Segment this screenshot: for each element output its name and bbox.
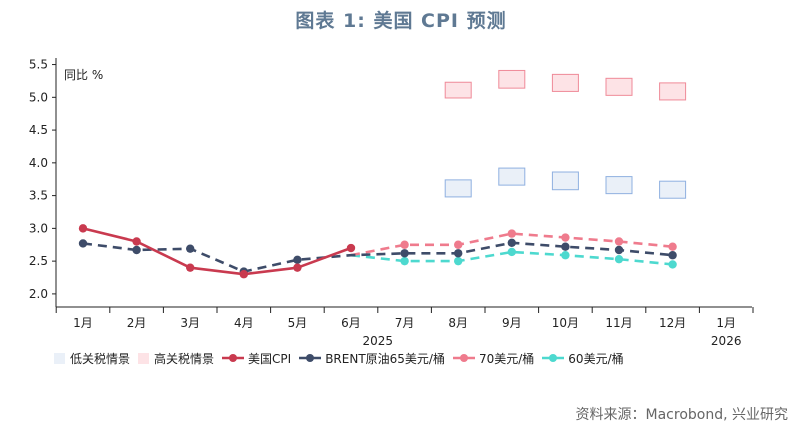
legend-swatch-brent65 (299, 352, 322, 364)
data-point-cpi (186, 263, 195, 272)
data-point-brent65 (507, 238, 516, 247)
legend-label-high-tariff: 高关税情景 (154, 351, 215, 366)
x-tick-label: 12月 (659, 316, 686, 330)
data-point-cpi (239, 270, 248, 279)
x-tick-label: 2月 (127, 316, 147, 330)
legend-item-brent65: BRENT原油65美元/桶 (299, 350, 445, 367)
range-box-high (605, 77, 633, 96)
range-box-low (659, 180, 687, 199)
series-line-cpi (82, 227, 352, 276)
legend-swatch-cpi (222, 352, 245, 364)
legend-label-oil60: 60美元/桶 (568, 351, 624, 366)
range-box-low (551, 171, 579, 191)
legend-item-oil60: 60美元/桶 (542, 350, 624, 367)
y-tick-label: 5.5 (29, 58, 48, 72)
data-point-oil70 (668, 242, 677, 251)
legend-swatch-oil70 (452, 352, 475, 364)
data-point-brent65 (78, 239, 88, 248)
y-tick-label: 5.0 (29, 90, 48, 104)
legend-item-low-tariff: 低关税情景 (54, 350, 130, 367)
data-point-brent65 (400, 249, 409, 258)
data-point-oil70 (614, 237, 624, 246)
y-tick-label: 3.0 (29, 221, 48, 235)
x-tick-label: 3月 (180, 316, 200, 330)
data-point-oil60 (668, 260, 677, 269)
legend-item-cpi: 美国CPI (222, 350, 291, 367)
range-box-low (498, 167, 526, 186)
range-box-high (659, 82, 687, 101)
series-line-brent65 (82, 241, 673, 273)
data-point-brent65 (186, 244, 195, 253)
data-point-cpi (132, 237, 141, 246)
x-tick-label: 1月 (716, 316, 736, 330)
legend-swatch-oil60 (542, 352, 565, 364)
data-point-oil60 (561, 251, 570, 260)
source-note: 资料来源：Macrobond, 兴业研究 (575, 407, 788, 423)
x-tick-label: 4月 (234, 316, 254, 330)
data-point-oil70 (454, 240, 463, 249)
x-tick-label: 9月 (502, 316, 522, 330)
range-box-low (605, 176, 633, 195)
data-point-oil70 (561, 233, 570, 242)
chart-area: 2.0 2.5 3.0 3.5 4.0 4.5 5.0 5.5 1月 2月 3月 4月 5月 6月 7月 8月… (29, 58, 754, 348)
data-point-brent65 (454, 249, 463, 258)
data-point-brent65 (614, 245, 624, 255)
range-box-high (444, 81, 472, 99)
axes: 2.0 2.5 3.0 3.5 4.0 4.5 5.0 5.5 1月 2月 3月 4月 5月 6月 7月 8月… (29, 58, 754, 348)
legend-label-brent65: BRENT原油65美元/桶 (325, 351, 445, 366)
range-box-high (551, 73, 579, 92)
data-point-cpi (293, 263, 302, 272)
data-point-brent65 (561, 242, 570, 251)
x-tick-label: 6月 (341, 316, 361, 330)
data-point-cpi (346, 243, 356, 253)
range-box-low (444, 179, 472, 198)
data-point-oil60 (454, 256, 463, 266)
legend-label-cpi: 美国CPI (248, 351, 292, 366)
data-point-oil60 (614, 254, 624, 264)
data-point-oil70 (507, 229, 516, 238)
x-tick-label: 10月 (552, 316, 579, 330)
chart-title: 图表 1: 美国 CPI 预测 (295, 10, 507, 32)
legend-label-oil70: 70美元/桶 (478, 351, 535, 366)
y-tick-label: 4.0 (29, 156, 48, 170)
x-year-label: 2026 (711, 334, 742, 348)
legend-label-low-tariff: 低关税情景 (70, 351, 131, 366)
data-point-oil60 (400, 256, 409, 266)
y-axis-unit-label: 同比 % (64, 68, 103, 82)
data-point-brent65 (668, 251, 677, 260)
x-tick-label: 1月 (73, 316, 93, 330)
legend-item-oil70: 70美元/桶 (452, 350, 535, 367)
legend: 低关税情景 高关税情景 美国CPI BRENT原油65美元/桶 70美元/桶 6… (54, 349, 632, 367)
data-point-oil60 (507, 247, 516, 257)
x-tick-label: 7月 (395, 316, 415, 330)
legend-swatch-low-tariff (54, 352, 65, 364)
data-point-brent65 (293, 255, 302, 265)
legend-swatch-high-tariff (138, 352, 150, 364)
legend-item-high-tariff: 高关税情景 (138, 350, 214, 367)
y-tick-label: 2.5 (29, 254, 48, 268)
data-point-cpi (78, 224, 88, 233)
y-tick-label: 2.0 (29, 287, 48, 301)
y-tick-label: 4.5 (29, 123, 48, 137)
x-tick-label: 5月 (288, 316, 308, 330)
x-tick-label: 8月 (448, 316, 468, 330)
data-point-oil70 (400, 240, 409, 249)
x-tick-label: 11月 (605, 316, 632, 330)
range-boxes (444, 69, 687, 199)
range-box-high (498, 69, 526, 89)
y-tick-label: 3.5 (29, 189, 48, 203)
series-lines (78, 224, 677, 279)
x-year-label: 2025 (363, 334, 394, 348)
data-point-brent65 (132, 245, 141, 255)
